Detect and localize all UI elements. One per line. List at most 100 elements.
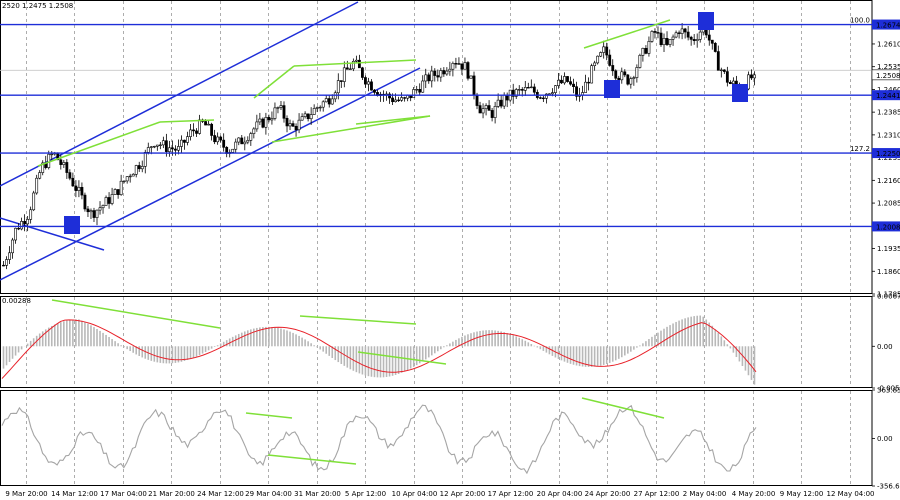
candle-bear (617, 77, 621, 81)
candle-bear (210, 123, 214, 136)
x-tick-label: 12 Apr 20:00 (440, 490, 486, 498)
candle-bear (219, 136, 223, 141)
candle-bull (463, 62, 467, 70)
candle-bear (608, 54, 612, 66)
candle-bull (671, 36, 675, 40)
candle-bull (279, 105, 283, 108)
x-tick-label: 31 Mar 20:00 (294, 490, 341, 498)
level-price-tag (872, 221, 900, 232)
candle-bull (119, 180, 123, 195)
candle-bear (59, 159, 63, 165)
candle-bear (665, 37, 669, 45)
candle-bear (499, 99, 503, 107)
divergence-line (159, 119, 215, 123)
candle-bear (686, 31, 690, 38)
y-tick-label: 363.8361 (877, 387, 900, 395)
x-tick-label: 27 Apr 12:00 (634, 490, 680, 498)
candle-bear (267, 117, 271, 121)
candle-bull (563, 76, 566, 84)
level-price-tag (872, 148, 900, 159)
candle-bull (270, 118, 274, 121)
candle-bull (336, 80, 340, 94)
candle-bull (186, 136, 189, 143)
level-price-tag (872, 90, 900, 101)
candle-bull (493, 106, 497, 118)
candle-bull (231, 148, 235, 153)
cci-pane[interactable]: 363.8361 0.00 -356.671 (0, 387, 900, 491)
current-price-label: 1.2508 (876, 72, 900, 80)
x-tick-label: 14 Mar 12:00 (51, 490, 98, 498)
candle-bull (140, 166, 144, 170)
divergence-line (267, 454, 357, 465)
candle-bear (92, 210, 96, 218)
candle-bear (569, 81, 572, 85)
candle-bear (460, 63, 464, 70)
candle-bull (29, 209, 33, 220)
divergence-line (583, 19, 671, 49)
trend-line (0, 217, 105, 251)
macd-corner-label: 0.00288 (2, 297, 31, 305)
candle-bear (572, 83, 575, 87)
x-tick-label: 24 Apr 20:00 (585, 490, 631, 498)
candle-bull (50, 153, 54, 156)
candle-bull (680, 28, 684, 34)
candle-bear (605, 46, 609, 56)
macd-pane[interactable]: 0.00674 0.00 -0.00559 0.00288 (0, 293, 900, 393)
candle-bear (734, 80, 738, 85)
candle-bull (695, 39, 699, 41)
candle-bear (370, 81, 373, 91)
candle-bear (23, 221, 27, 225)
candle-bull (249, 133, 253, 141)
candle-bear (442, 70, 446, 75)
y-tick-label: 0.00674 (877, 293, 900, 301)
candle-bull (481, 108, 485, 114)
candle-bear (213, 135, 217, 143)
divergence-line (245, 412, 293, 419)
candle-bear (68, 172, 72, 179)
candle-bull (445, 70, 449, 75)
y-tick-label: 0.00 (877, 343, 893, 351)
candle-bear (137, 165, 141, 170)
candle-bear (361, 67, 364, 78)
candle-bear (327, 98, 331, 105)
y-tick-label: 0.00 (877, 435, 893, 443)
divergence-line (253, 65, 295, 99)
y-tick-label: 1.2460 (877, 86, 900, 94)
candle-bear (397, 99, 401, 102)
level-price-label: 1.2441 (876, 92, 900, 100)
candle-bear (373, 89, 376, 93)
candle-bull (674, 32, 678, 38)
x-tick-label: 17 Apr 12:00 (488, 490, 534, 498)
candle-bear (282, 105, 286, 119)
divergence-line (37, 121, 161, 167)
y-tick-label: 1.2535 (877, 63, 900, 71)
candle-bull (243, 141, 247, 145)
candle-bull (101, 205, 105, 209)
candle-bull (237, 137, 241, 143)
fib-level-label: 127.2 (850, 145, 870, 153)
candle-bull (668, 38, 672, 45)
candle-bear (83, 194, 87, 210)
candle-bear (391, 97, 394, 103)
y-tick-label: 1.1785 (877, 291, 900, 299)
candle-bull (412, 89, 416, 99)
candle-bull (517, 89, 521, 91)
candle-bear (2, 264, 5, 267)
candle-bull (152, 145, 156, 148)
swing-marker-box (698, 12, 714, 30)
cci-pane-border (0, 390, 873, 486)
candle-bear (626, 74, 630, 85)
price-pane[interactable]: 1.2610 1.2535 1.2460 1.2385 1.2310 1.2235 1.21… (0, 0, 900, 299)
candle-bear (291, 123, 295, 127)
candle-bear (364, 77, 367, 85)
candle-bear (454, 63, 458, 65)
candle-bear (174, 148, 177, 151)
candle-bull (288, 123, 292, 127)
candle-bull (430, 70, 434, 82)
candle-bull (747, 74, 750, 90)
candle-bear (710, 39, 714, 44)
candle-bear (677, 32, 681, 34)
candle-bear (472, 75, 476, 96)
price-pane-border (0, 0, 873, 294)
